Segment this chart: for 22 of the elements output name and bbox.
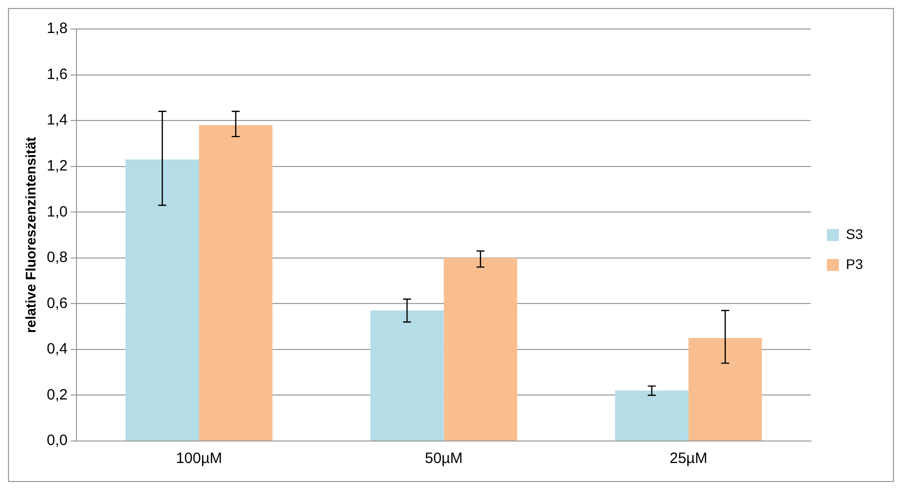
bar <box>126 159 200 440</box>
bar <box>199 125 272 440</box>
legend-label: P3 <box>846 256 864 272</box>
y-tick-label: 1,0 <box>46 203 68 220</box>
bar <box>688 338 762 440</box>
bar <box>370 310 444 440</box>
x-tick-label: 100µM <box>176 450 222 468</box>
bar <box>444 258 518 440</box>
y-axis-title: relative Fluoreszenzintensität <box>22 136 38 334</box>
x-tick-label: 25µM <box>670 450 708 468</box>
y-tick-label: 0,4 <box>46 340 68 358</box>
y-tick-label: 1,6 <box>46 66 68 83</box>
y-tick-label: 1,8 <box>46 20 68 38</box>
y-tick-label: 1,4 <box>46 112 68 129</box>
legend-label: S3 <box>846 226 864 242</box>
y-tick-label: 0,6 <box>46 294 68 312</box>
y-tick-label: 0,8 <box>46 249 68 266</box>
x-tick-label: 50µM <box>424 450 463 468</box>
y-tick-label: 1,2 <box>46 157 68 174</box>
y-tick-label: 0,2 <box>46 386 68 404</box>
bar <box>615 390 689 440</box>
y-tick-label: 0,0 <box>46 432 68 450</box>
